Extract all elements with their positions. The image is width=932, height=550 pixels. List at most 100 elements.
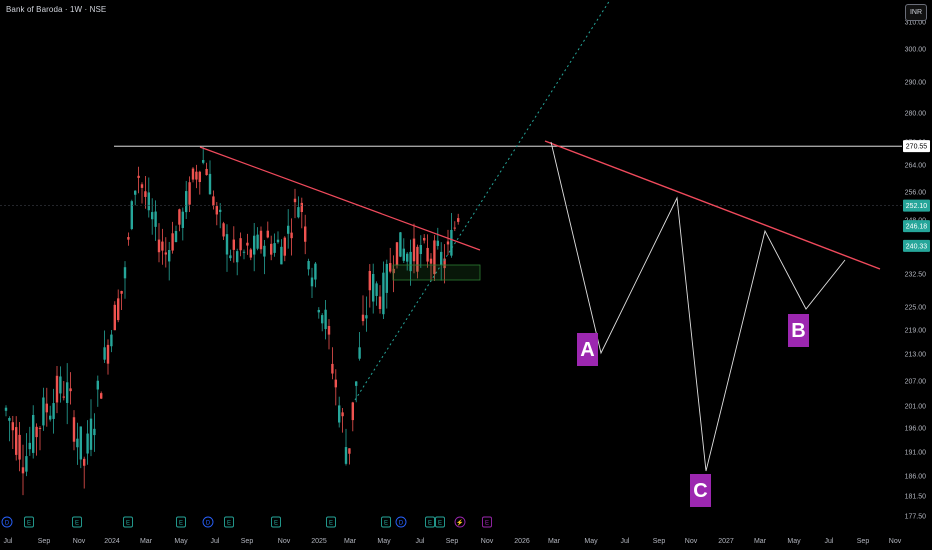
candle-body xyxy=(446,241,450,245)
price-tick-label: 225.00 xyxy=(905,305,927,312)
candle-body xyxy=(171,233,174,251)
price-tag-bg xyxy=(903,220,930,233)
candle-body xyxy=(59,376,62,394)
candle-body xyxy=(331,363,334,374)
wave-label-c: C xyxy=(693,480,707,502)
event-marker-label: E xyxy=(428,521,432,527)
time-tick-label: May xyxy=(377,538,391,545)
candle-body xyxy=(38,427,42,429)
candle-body xyxy=(215,206,218,215)
price-axis: 310.00300.00290.00280.00272.00264.00256.… xyxy=(902,0,932,550)
event-marker-label: E xyxy=(384,521,388,527)
price-axis-bg xyxy=(902,0,932,550)
event-marker-label: E xyxy=(179,521,183,527)
candle-body xyxy=(93,428,96,436)
event-marker xyxy=(425,516,435,528)
candle-body xyxy=(69,388,72,392)
candle-body xyxy=(246,242,249,246)
candle-body xyxy=(123,267,127,279)
event-marker-label: D xyxy=(399,521,404,527)
time-tick-label: May xyxy=(584,538,598,545)
candle-body xyxy=(229,255,232,259)
price-tick-label: 196.00 xyxy=(905,426,927,433)
price-tick-label: 177.50 xyxy=(905,514,927,521)
price-tag-bg xyxy=(903,239,930,252)
candle-body xyxy=(242,251,246,253)
candle-body xyxy=(392,268,395,274)
candle-body xyxy=(385,263,388,293)
candle-body xyxy=(157,239,161,253)
event-marker xyxy=(72,516,82,528)
candle-body xyxy=(164,252,167,255)
consolidation-box xyxy=(392,264,481,281)
candle-body xyxy=(55,375,59,403)
time-tick-label: Mar xyxy=(754,538,767,545)
candle-body xyxy=(86,433,89,454)
candle-body xyxy=(161,241,164,251)
price-tick-label: 290.00 xyxy=(905,80,927,87)
candle-body xyxy=(181,211,184,228)
candle-body xyxy=(151,212,154,220)
trendline-projection xyxy=(544,140,881,270)
candle-body xyxy=(188,182,191,205)
candle-body xyxy=(426,247,429,262)
candle-body xyxy=(259,230,263,250)
candle-body xyxy=(11,422,14,431)
candle-body xyxy=(327,326,331,335)
candle-body xyxy=(334,379,337,388)
wave-label-b: B xyxy=(791,320,805,342)
event-marker-label: D xyxy=(5,521,10,527)
candle-body xyxy=(453,227,456,229)
candle-body xyxy=(239,238,242,251)
candle-body xyxy=(355,381,358,386)
candle-body xyxy=(399,232,402,257)
candle-body xyxy=(42,397,45,426)
time-tick-label: 2025 xyxy=(311,538,327,545)
time-tick-label: May xyxy=(787,538,801,545)
time-tick-label: Nov xyxy=(685,538,698,545)
time-tick-label: Sep xyxy=(241,538,254,545)
candle-body xyxy=(232,239,235,250)
candle-body xyxy=(208,173,212,195)
candle-body xyxy=(236,251,239,263)
event-marker xyxy=(202,516,214,528)
time-tick-label: 2026 xyxy=(514,538,530,545)
candle-body xyxy=(382,272,385,315)
candle-body xyxy=(317,309,320,313)
candle-body xyxy=(361,314,365,322)
candle-body xyxy=(406,253,409,262)
candle-body xyxy=(134,190,137,195)
time-tick-label: Jul xyxy=(416,538,425,545)
currency-button[interactable]: INR xyxy=(905,4,927,21)
time-tick-label: Sep xyxy=(653,538,666,545)
candle-body xyxy=(368,270,371,291)
candle-body xyxy=(185,191,188,213)
candle-body xyxy=(253,235,256,255)
candle-body xyxy=(300,202,303,212)
price-tags: 270.55 252.10 246.18 240.33 xyxy=(903,140,930,252)
time-tick-label: Nov xyxy=(481,538,494,545)
candle-body xyxy=(45,403,48,413)
event-marker xyxy=(176,516,186,528)
candle-body xyxy=(140,184,144,188)
candle-body xyxy=(436,240,439,246)
event-marker-label: D xyxy=(206,521,211,527)
dotted-projection xyxy=(354,0,611,401)
candle-body xyxy=(130,201,133,229)
candle-body xyxy=(120,290,123,294)
candle-body xyxy=(195,171,198,180)
event-marker xyxy=(326,516,336,528)
candle-body xyxy=(358,347,361,359)
candle-body xyxy=(25,456,28,472)
candle-body xyxy=(76,438,79,448)
candle-body xyxy=(32,414,35,453)
candle-body xyxy=(117,298,120,321)
price-tick-label: 201.00 xyxy=(905,404,927,411)
symbol-title[interactable]: Bank of Baroda · 1W · NSE xyxy=(6,5,107,14)
candle-body xyxy=(351,402,354,421)
time-tick-label: Mar xyxy=(548,538,561,545)
candle-body xyxy=(79,426,82,460)
event-marker-label: E xyxy=(75,521,79,527)
price-tick-label: 256.00 xyxy=(905,190,927,197)
